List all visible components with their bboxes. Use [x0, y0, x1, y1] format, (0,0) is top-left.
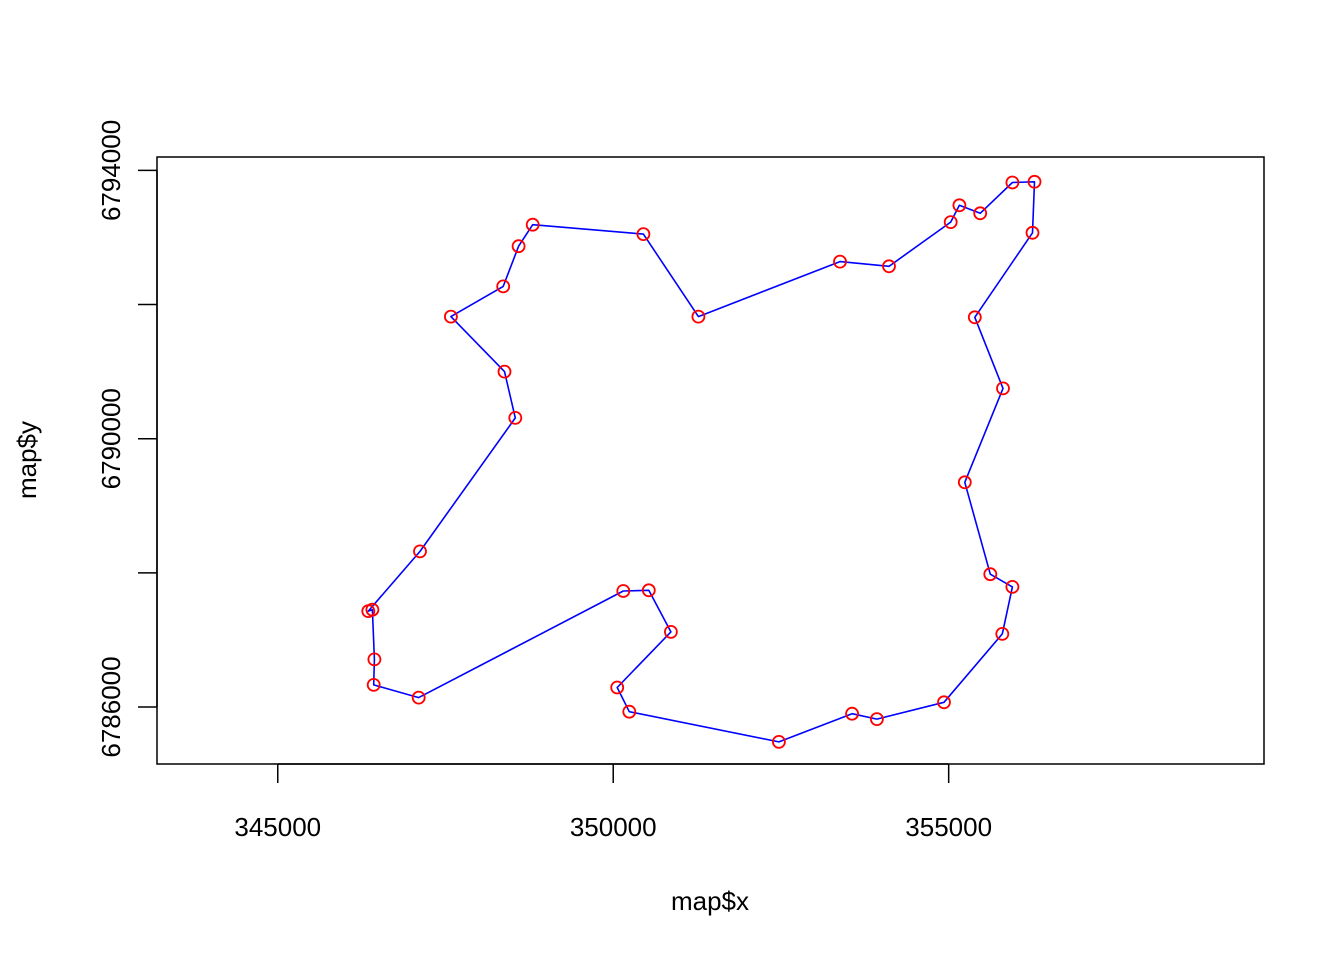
- data-point: [497, 364, 512, 379]
- y-axis: 6786000 6790000 6794000: [96, 120, 158, 758]
- data-point: [996, 381, 1010, 396]
- x-tick-label: 345000: [234, 812, 321, 842]
- data-point: [366, 678, 381, 692]
- data-point: [616, 584, 631, 598]
- data-point: [983, 567, 998, 582]
- data-point: [957, 475, 972, 490]
- data-point: [691, 309, 706, 324]
- data-point: [622, 704, 637, 719]
- data-point: [496, 279, 511, 294]
- data-point: [943, 215, 958, 230]
- x-tick-label: 355000: [905, 812, 992, 842]
- data-point: [845, 706, 859, 721]
- x-axis: 345000 350000 355000: [234, 763, 992, 842]
- x-tick-label: 350000: [570, 812, 657, 842]
- x-axis-label: map$x: [671, 886, 749, 916]
- data-point: [443, 309, 458, 324]
- data-point: [833, 254, 847, 269]
- data-point: [967, 310, 982, 325]
- data-point: [952, 198, 967, 213]
- y-tick-label: 6790000: [96, 388, 126, 489]
- data-point: [937, 695, 951, 710]
- data-point: [413, 544, 427, 559]
- data-point: [1027, 174, 1042, 189]
- data-point: [772, 735, 786, 749]
- data-point: [1005, 580, 1020, 594]
- data-point: [361, 604, 376, 618]
- data-point: [525, 217, 540, 232]
- data-point: [636, 227, 651, 242]
- data-point: [641, 583, 656, 598]
- data-point: [973, 206, 988, 221]
- y-axis-label: map$y: [12, 421, 42, 499]
- data-point: [1005, 175, 1020, 190]
- data-point: [367, 652, 382, 667]
- series-line: [367, 181, 1036, 743]
- data-point: [511, 239, 526, 254]
- data-point: [995, 627, 1010, 641]
- data-marks: [361, 174, 1042, 749]
- data-point: [610, 680, 625, 695]
- data-point: [664, 625, 678, 639]
- data-point: [411, 690, 426, 705]
- data-point: [882, 259, 896, 274]
- data-point: [508, 410, 523, 425]
- data-point: [1025, 225, 1040, 240]
- data-point: [870, 712, 884, 726]
- y-tick-label: 6794000: [96, 120, 126, 221]
- y-tick-label: 6786000: [96, 656, 126, 757]
